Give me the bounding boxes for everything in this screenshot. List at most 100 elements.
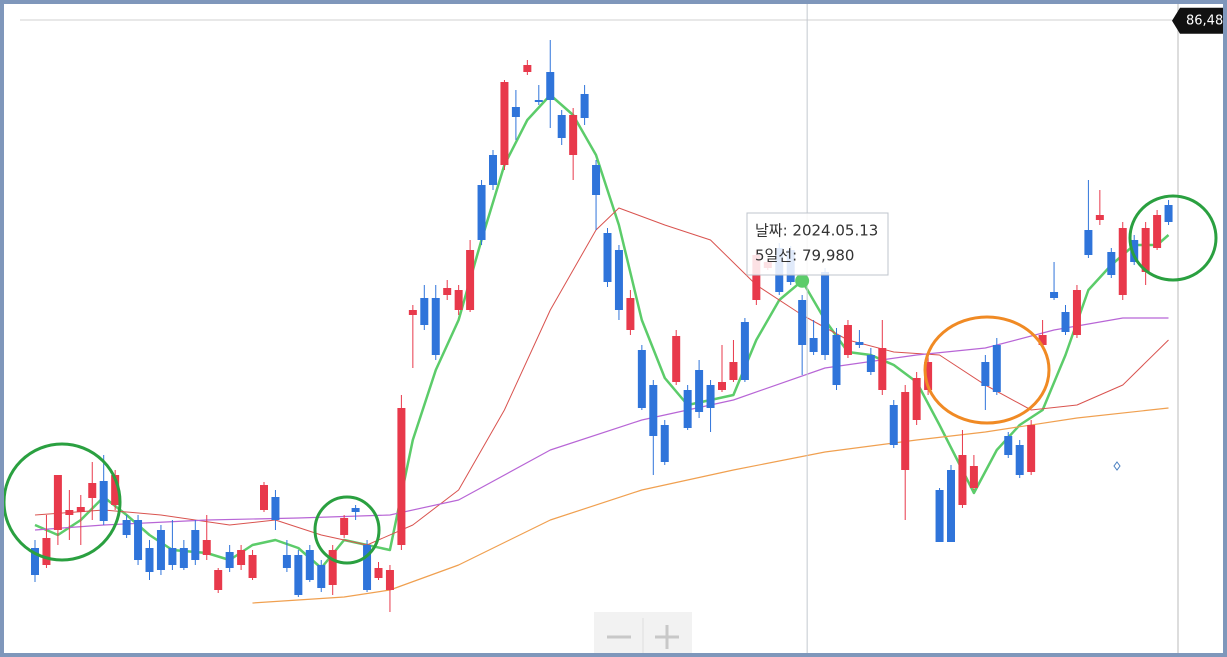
candle-body [260,485,268,510]
candle-body [1027,425,1036,472]
candle [947,465,955,542]
candle-body [1095,215,1104,220]
candle-body [466,250,475,310]
candles [31,40,1173,612]
candle [935,488,944,542]
candle-body [1107,252,1116,275]
candle [214,568,223,593]
candle-body [695,370,704,412]
candle-body [569,115,578,155]
candle-body [1084,230,1093,255]
candle-body [821,272,830,355]
price-tag-label: 86,480 [1186,13,1227,28]
candle [466,240,475,312]
candle [477,180,486,245]
candle-body [500,82,509,165]
candle-body [912,378,921,420]
candle-body [1015,445,1024,475]
candle [351,505,360,520]
candle [260,482,268,512]
candle-body [981,362,990,386]
candle-body [878,348,887,390]
candle [1027,420,1036,475]
candle-body [798,300,807,345]
zoom-in-button[interactable] [655,625,679,649]
candle-body [683,390,692,428]
candle [958,430,967,508]
candle [511,90,520,140]
candle [237,545,246,570]
candle [1084,180,1093,258]
candle-body [477,185,486,240]
candle-body [111,475,120,505]
zoom-controls [594,612,692,657]
candle [305,545,314,582]
candle [1061,305,1070,335]
ma-line [34,317,1169,531]
candle-body [65,510,74,515]
candle [1004,432,1013,458]
candle [294,550,303,597]
candle-body [145,548,154,572]
candle-body [179,548,188,568]
marker-icon [1113,461,1121,471]
candle [385,565,394,612]
candle [969,455,978,490]
price-tag [1172,7,1227,34]
candle [271,490,280,530]
candle-body [225,552,234,568]
candle [981,355,990,410]
candle [454,285,463,315]
candle-body [660,425,669,462]
candle-body [1164,205,1173,222]
candle [855,330,864,348]
candle [363,540,372,592]
candle [225,545,234,572]
candle [649,380,658,475]
candle-body [443,288,452,295]
candle [878,320,887,395]
highlight-circle [313,495,381,565]
candle-body [408,310,417,315]
candle-body [546,72,555,100]
candle-body [809,338,818,352]
candle-body [832,335,841,385]
tooltip-box [746,212,889,276]
candle [1164,200,1173,225]
candle [248,550,257,580]
candle-body [752,255,761,300]
candle [683,385,692,430]
candle [546,40,555,128]
candle [729,340,738,382]
candle-body [614,250,623,310]
candle [1015,440,1024,478]
candle [1141,222,1150,285]
candle [1107,248,1116,278]
candle-body [168,548,177,565]
candle-body [843,325,852,355]
candle-body [523,65,532,72]
candle [1072,285,1081,338]
candle [809,320,818,355]
candle-body [248,555,257,578]
candle-body [385,570,394,590]
highlight-circle [923,315,1051,425]
candle [179,540,188,570]
candle [31,540,39,582]
candle-body [1038,335,1047,345]
candle-body [855,342,864,345]
candle [706,380,715,432]
candle-body [489,155,497,185]
candle [866,348,875,375]
candle-body [294,555,303,595]
candle [53,475,62,545]
candle-body [992,345,1001,392]
candle-body [340,518,349,535]
candle-body [351,508,360,512]
candle [798,295,807,375]
candle [76,495,85,545]
candle [832,328,841,390]
candle [282,540,291,572]
candle-body [603,233,612,282]
